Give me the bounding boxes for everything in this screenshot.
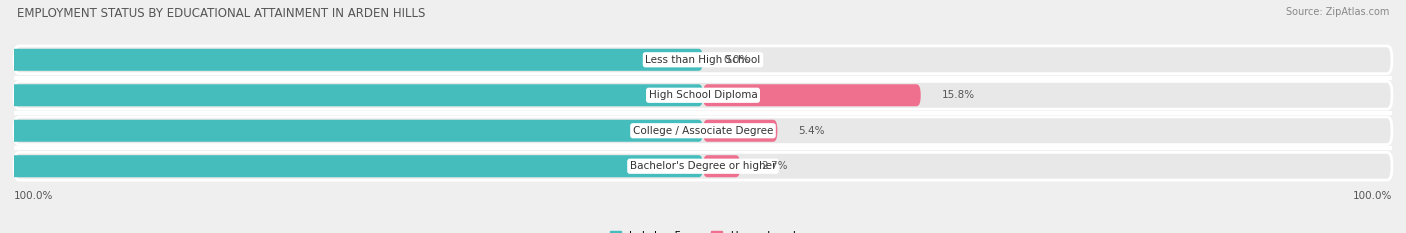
FancyBboxPatch shape [0,155,703,177]
FancyBboxPatch shape [14,117,1392,145]
Text: 2.7%: 2.7% [761,161,787,171]
Text: 15.8%: 15.8% [942,90,974,100]
FancyBboxPatch shape [0,49,703,71]
Legend: In Labor Force, Unemployed: In Labor Force, Unemployed [606,227,800,233]
Text: 5.4%: 5.4% [799,126,824,136]
FancyBboxPatch shape [703,84,921,106]
Text: College / Associate Degree: College / Associate Degree [633,126,773,136]
Text: EMPLOYMENT STATUS BY EDUCATIONAL ATTAINMENT IN ARDEN HILLS: EMPLOYMENT STATUS BY EDUCATIONAL ATTAINM… [17,7,425,20]
FancyBboxPatch shape [0,84,703,106]
Text: Less than High School: Less than High School [645,55,761,65]
FancyBboxPatch shape [703,120,778,142]
FancyBboxPatch shape [14,81,1392,109]
Text: Bachelor's Degree or higher: Bachelor's Degree or higher [630,161,776,171]
FancyBboxPatch shape [0,120,703,142]
FancyBboxPatch shape [703,155,740,177]
Text: 100.0%: 100.0% [1353,191,1392,201]
Text: 0.0%: 0.0% [724,55,749,65]
Text: 100.0%: 100.0% [14,191,53,201]
Text: Source: ZipAtlas.com: Source: ZipAtlas.com [1285,7,1389,17]
FancyBboxPatch shape [14,152,1392,180]
Text: High School Diploma: High School Diploma [648,90,758,100]
FancyBboxPatch shape [14,46,1392,74]
